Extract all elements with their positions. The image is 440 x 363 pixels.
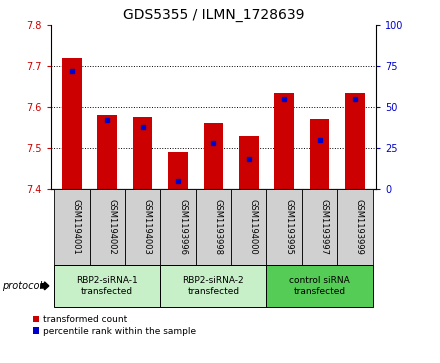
Legend: transformed count, percentile rank within the sample: transformed count, percentile rank withi… <box>33 315 196 335</box>
Text: RBP2-siRNA-2
transfected: RBP2-siRNA-2 transfected <box>183 276 244 295</box>
Text: GSM1194003: GSM1194003 <box>143 199 152 255</box>
Text: GSM1194000: GSM1194000 <box>249 199 258 255</box>
Bar <box>196 189 231 265</box>
Bar <box>54 189 89 265</box>
Bar <box>204 123 223 189</box>
Text: RBP2-siRNA-1
transfected: RBP2-siRNA-1 transfected <box>77 276 138 295</box>
Text: GSM1193997: GSM1193997 <box>319 199 329 255</box>
Text: protocol: protocol <box>2 281 42 291</box>
Bar <box>310 119 329 189</box>
Bar <box>337 189 373 265</box>
Bar <box>125 189 160 265</box>
Bar <box>168 152 188 189</box>
Bar <box>89 189 125 265</box>
Bar <box>302 189 337 265</box>
Bar <box>160 189 196 265</box>
Bar <box>62 58 81 189</box>
Text: GSM1193996: GSM1193996 <box>178 199 187 255</box>
Text: GSM1193999: GSM1193999 <box>355 199 364 255</box>
Text: GSM1193998: GSM1193998 <box>213 199 222 255</box>
Text: GSM1193995: GSM1193995 <box>284 199 293 255</box>
Bar <box>98 115 117 189</box>
Bar <box>239 136 259 189</box>
Title: GDS5355 / ILMN_1728639: GDS5355 / ILMN_1728639 <box>123 8 304 22</box>
Text: control siRNA
transfected: control siRNA transfected <box>289 276 350 295</box>
Bar <box>345 93 365 189</box>
Bar <box>267 189 302 265</box>
Text: GSM1194001: GSM1194001 <box>72 199 81 255</box>
Bar <box>231 189 267 265</box>
Bar <box>54 265 160 307</box>
Text: GSM1194002: GSM1194002 <box>107 199 116 255</box>
Bar <box>275 93 294 189</box>
Bar <box>160 265 267 307</box>
Bar <box>133 117 152 189</box>
Bar <box>267 265 373 307</box>
